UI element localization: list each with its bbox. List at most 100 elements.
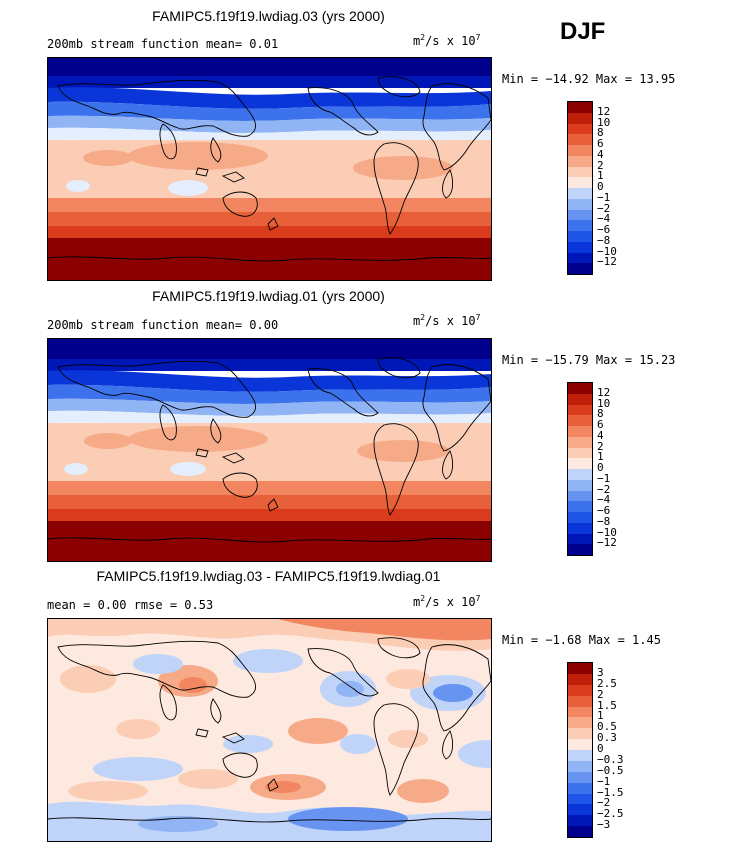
colorbar-swatch [568,155,592,167]
colorbar-tick-label: 0 [597,461,604,474]
colorbar-swatch [568,793,592,805]
coastlines [48,637,491,823]
band [48,359,491,371]
colorbar-tick-label: −8 [597,233,611,247]
blob [170,462,206,476]
colorbar-tick-label: −1 [597,471,611,485]
colorbar-tick-label: −1.5 [597,785,624,799]
blob [458,740,491,768]
colorbar-swatch [568,209,592,221]
colorbar-tick-label: 4 [597,428,604,442]
panel3-map [47,618,492,842]
panel1-units-exp: 2 [420,33,426,42]
colorbar-swatch [568,458,592,469]
colorbar-swatch [568,383,592,394]
colorbar-tick-label: −12 [597,255,617,269]
panel2-map-svg [48,339,491,561]
colorbar-swatch [568,102,592,113]
colorbar-tick-label: 0.5 [597,720,617,734]
colorbar-swatch [568,728,592,740]
panel1-units-mid: /s x 10 [425,34,476,48]
colorbar-swatch [568,123,592,135]
colorbar-swatch [568,415,592,426]
colorbar-swatch [568,145,592,156]
panel2-units: m2/s x 107 [413,313,480,328]
panel2-units-pow: 7 [475,313,481,322]
colorbar-tick-label: 1 [597,709,604,723]
blob [83,150,133,166]
colorbar-tick-label: −1 [597,774,611,788]
blob [64,463,88,475]
band [48,370,491,392]
colorbar-swatch [568,134,592,145]
panel2-subtitle: 200mb stream function mean= 0.00 [47,318,279,332]
blob [233,649,303,673]
colorbar-tick-label: −3 [597,818,611,832]
colorbar-tick-label: 6 [597,418,604,431]
colorbar-tick-label: 12 [597,385,611,399]
band [48,521,491,561]
colorbar-tick-label: −6 [597,223,611,236]
panel1-map [47,57,492,281]
panel3-units: m2/s x 107 [413,594,480,609]
band [48,226,491,238]
colorbar-tick-label: −0.3 [597,752,624,766]
colorbar-tick-label: −8 [597,514,611,528]
blob [178,769,238,789]
colorbar-swatch [568,684,592,696]
panel1-units: m2/s x 107 [413,33,480,48]
colorbar-tick-label: −2.5 [597,807,624,821]
panel2-units-mid: /s x 10 [425,314,476,328]
colorbar-swatch [568,177,592,188]
band [48,495,491,509]
blob [68,781,148,801]
colorbar-tick-label: −12 [597,536,617,550]
colorbar-swatch [568,750,592,761]
colorbar-swatch [568,771,592,783]
colorbar-swatch [568,695,592,707]
colorbar-swatch [568,663,592,674]
panel3-units-mid: /s x 10 [425,595,476,609]
band [48,87,491,109]
panel3-subtitle: mean = 0.00 rmse = 0.53 [47,598,214,612]
colorbar-tick-label: 10 [597,396,611,410]
blob [340,734,376,754]
panel3-units-base: m [413,595,421,609]
season-label: DJF [560,18,606,45]
panel3-units-pow: 7 [475,594,481,603]
colorbar-tick-label: −2 [597,201,611,215]
blob [93,757,183,781]
colorbar-tick-label: −2 [597,796,611,810]
blob [288,718,348,744]
blob [168,180,208,196]
panel3-minmax: Min = −1.68 Max = 1.45 [502,633,661,647]
colorbar-tick-label: −0.5 [597,763,624,777]
colorbar-tick-label: 12 [597,104,611,118]
colorbar-tick-label: 2 [597,687,604,701]
blob [116,719,160,739]
colorbar-tick-label: −6 [597,504,611,517]
panel1-colorbar [567,101,593,275]
panel3-map-svg [48,619,491,841]
blob [278,619,491,641]
colorbar-tick-label: 10 [597,115,611,129]
colorbar-tick-label: 2 [597,439,604,453]
panel1-minmax: Min = −14.92 Max = 13.95 [502,72,676,86]
colorbar-swatch [568,447,592,459]
colorbar-swatch [568,220,592,231]
colorbar-swatch [568,231,592,242]
colorbar-swatch [568,490,592,502]
colorbar-tick-label: 4 [597,147,604,161]
colorbar-tick-label: 8 [597,126,604,140]
panel1-units-pow: 7 [475,33,481,42]
blob [84,433,132,449]
band [48,101,491,121]
colorbar-swatch [568,815,592,827]
colorbar-tick-label: 0 [597,180,604,193]
colorbar-swatch [568,426,592,437]
colorbar-swatch [568,166,592,178]
blob [357,440,449,462]
blob [388,730,428,748]
band [48,481,491,495]
colorbar-swatch [568,393,592,405]
